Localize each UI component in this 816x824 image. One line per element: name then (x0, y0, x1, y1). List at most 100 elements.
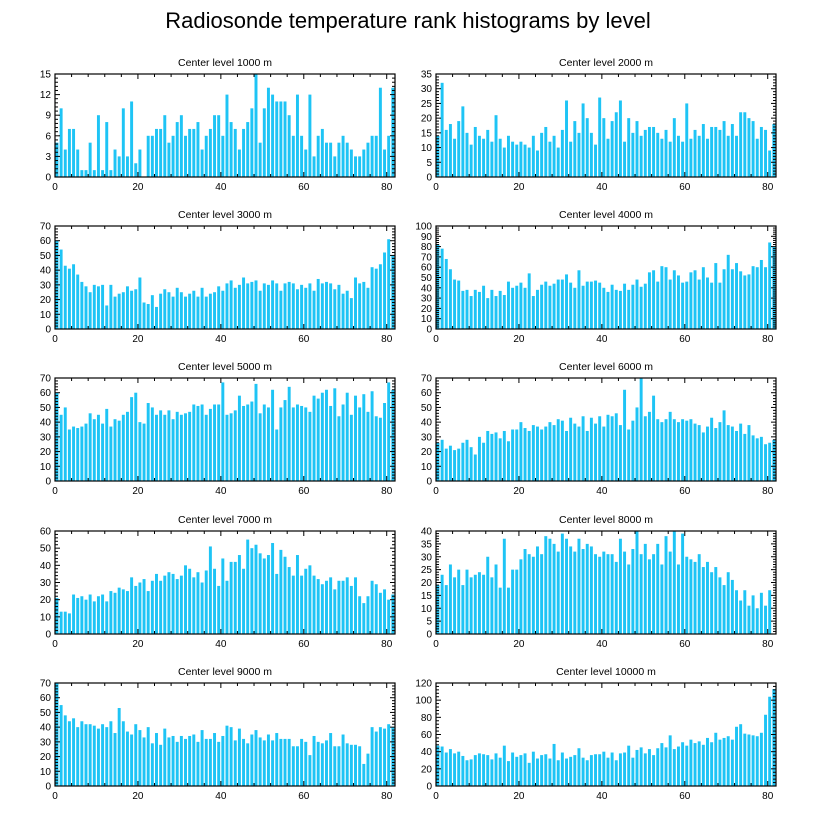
bar (237, 728, 241, 786)
bar (444, 752, 448, 786)
chart-title: Center level 4000 m (559, 209, 653, 221)
bar (59, 414, 63, 481)
bar (291, 746, 295, 786)
bar (618, 425, 622, 481)
x-axis: 0 20 40 60 80 (433, 226, 774, 345)
bar (701, 124, 705, 177)
bar (67, 721, 71, 786)
bar (117, 587, 121, 634)
bar (101, 423, 105, 481)
y-tick-label: 100 (415, 696, 432, 707)
bar (490, 577, 494, 634)
bar (279, 738, 283, 786)
x-tick-label: 20 (132, 182, 144, 193)
bar (345, 392, 349, 481)
bar (208, 128, 212, 177)
bar (540, 554, 544, 634)
bar (498, 290, 502, 329)
bar (225, 725, 229, 786)
y-tick-label: 30 (40, 280, 52, 291)
x-tick-label: 0 (433, 639, 439, 650)
bar (258, 413, 262, 481)
bar (527, 762, 531, 786)
bar (121, 589, 125, 634)
bar (92, 170, 96, 177)
bar (569, 141, 573, 177)
y-tick-label: 0 (426, 325, 432, 336)
bar (536, 150, 539, 177)
bar (706, 426, 709, 481)
bar (594, 554, 598, 634)
bar (606, 554, 610, 634)
bar (221, 290, 225, 329)
bar (560, 420, 564, 481)
bar (602, 426, 606, 481)
bar (577, 426, 581, 481)
bar (726, 135, 730, 177)
bar (217, 115, 221, 177)
bar (250, 108, 254, 177)
bar (387, 239, 391, 329)
bar (345, 577, 349, 634)
bar (544, 126, 548, 177)
bar (457, 569, 461, 635)
bar (565, 538, 568, 634)
bar (722, 269, 726, 329)
bar (689, 559, 693, 634)
bar (689, 272, 693, 329)
bar (366, 411, 370, 481)
bar (250, 281, 254, 329)
y-tick-label: 0 (45, 477, 51, 488)
bar (163, 115, 167, 177)
bar (80, 281, 84, 329)
bar (246, 122, 250, 177)
bar (697, 425, 701, 481)
bar (685, 281, 689, 329)
bar (606, 757, 610, 786)
bar (333, 589, 337, 634)
bar (490, 289, 494, 329)
bar (155, 414, 158, 481)
bar (196, 405, 200, 481)
bar (300, 575, 304, 634)
bar (614, 289, 618, 329)
y-tick-label: 0 (45, 173, 51, 184)
bar (163, 289, 167, 329)
bar (383, 728, 387, 786)
bar (320, 283, 324, 329)
bar (254, 730, 258, 786)
bar (660, 266, 664, 329)
bar (262, 108, 266, 177)
y-tick-label: 0 (426, 173, 432, 184)
x-tick-label: 0 (433, 182, 439, 193)
bar (349, 298, 353, 329)
bar (693, 270, 697, 329)
bar (150, 580, 154, 634)
bar (354, 577, 357, 634)
bar (436, 585, 440, 634)
bar (84, 286, 88, 329)
bar (188, 735, 192, 786)
y-tick-label: 0 (426, 477, 432, 488)
bar (494, 115, 498, 177)
bar (312, 156, 316, 177)
bar (540, 284, 544, 329)
x-axis: 0 20 40 60 80 (52, 378, 393, 497)
bar (755, 608, 759, 634)
bar (329, 283, 333, 329)
bar (233, 287, 237, 329)
bar (308, 755, 312, 786)
bar (325, 142, 328, 177)
bar (349, 744, 353, 786)
bar (96, 596, 100, 634)
bar (627, 564, 631, 634)
y-tick-label: 0 (45, 630, 51, 641)
y-tick-label: 15 (421, 128, 433, 139)
y-tick-label: 20 (40, 752, 52, 763)
bar (150, 135, 154, 177)
bar (84, 170, 88, 177)
y-tick-label: 60 (40, 527, 52, 538)
bar (337, 142, 341, 177)
bar (279, 407, 283, 481)
bar (735, 263, 738, 329)
